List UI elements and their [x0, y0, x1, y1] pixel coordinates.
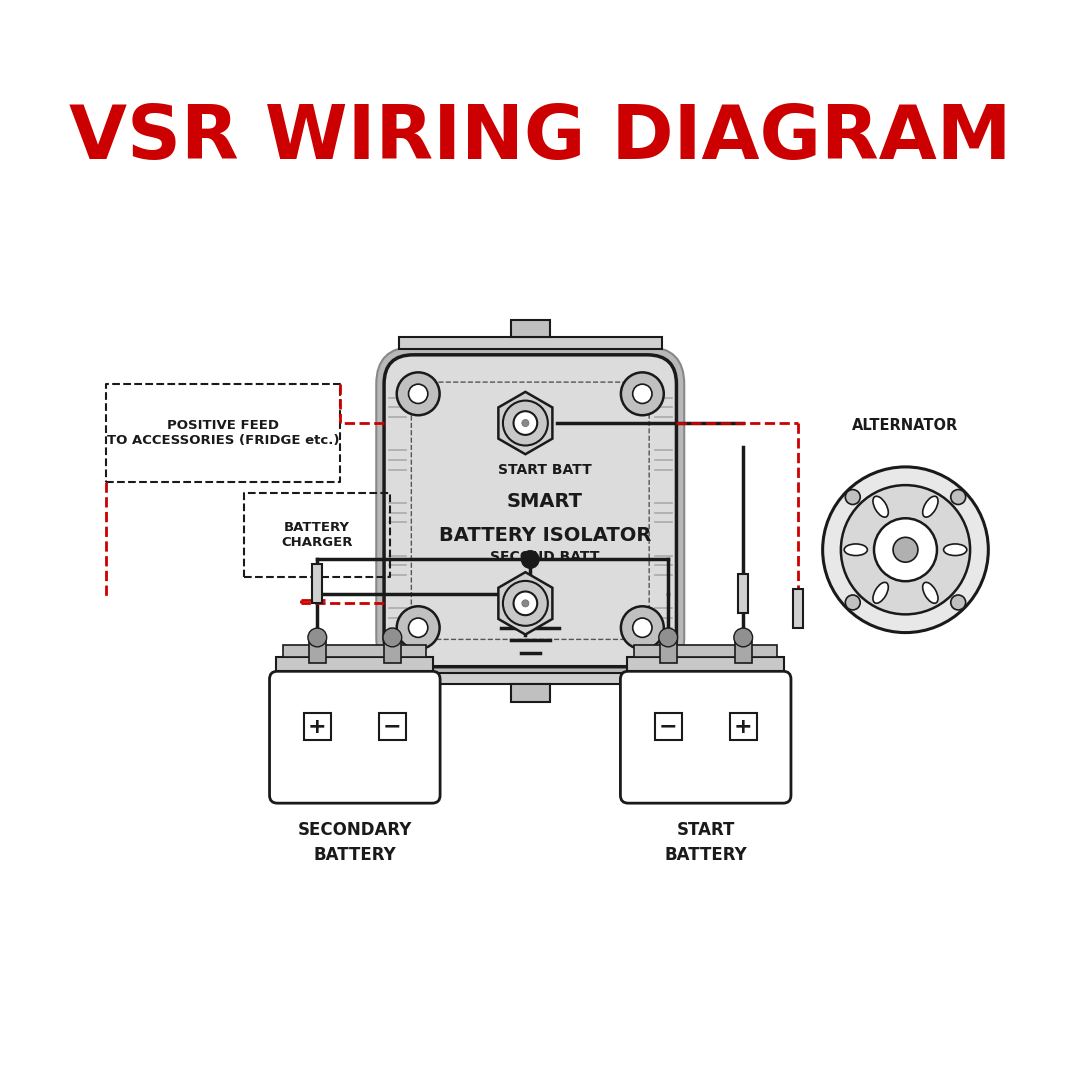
Circle shape: [522, 551, 539, 568]
Circle shape: [874, 518, 937, 581]
Bar: [739, 575, 748, 613]
Circle shape: [893, 538, 918, 563]
Circle shape: [408, 618, 428, 637]
Bar: [379, 713, 406, 740]
Text: BATTERY ISOLATOR: BATTERY ISOLATOR: [438, 526, 651, 544]
Bar: [734, 636, 752, 663]
Circle shape: [841, 485, 970, 615]
Circle shape: [733, 629, 753, 647]
Text: VSR WIRING DIAGRAM: VSR WIRING DIAGRAM: [69, 102, 1011, 175]
Circle shape: [633, 384, 652, 404]
Circle shape: [513, 411, 537, 435]
Bar: [654, 713, 681, 740]
Circle shape: [621, 373, 664, 415]
Circle shape: [383, 629, 402, 647]
Text: SECOND BATT: SECOND BATT: [490, 550, 599, 564]
Bar: [399, 337, 662, 349]
Circle shape: [846, 595, 860, 610]
Circle shape: [522, 419, 529, 427]
Circle shape: [621, 606, 664, 649]
Circle shape: [396, 373, 440, 415]
Bar: [511, 320, 550, 337]
Ellipse shape: [944, 544, 967, 555]
Bar: [283, 645, 427, 657]
Text: START
BATTERY: START BATTERY: [664, 821, 747, 864]
Circle shape: [503, 401, 548, 446]
FancyBboxPatch shape: [270, 672, 441, 804]
Ellipse shape: [922, 582, 939, 604]
Bar: [276, 657, 433, 672]
FancyBboxPatch shape: [384, 355, 676, 666]
Bar: [660, 636, 677, 663]
Bar: [511, 685, 550, 702]
Bar: [730, 713, 757, 740]
Bar: [399, 673, 662, 685]
Bar: [303, 713, 330, 740]
Circle shape: [823, 467, 988, 633]
Ellipse shape: [922, 496, 939, 517]
Bar: [634, 645, 778, 657]
Bar: [627, 657, 784, 672]
Circle shape: [513, 592, 537, 616]
Bar: [794, 589, 804, 627]
Ellipse shape: [845, 544, 867, 555]
Circle shape: [846, 489, 860, 504]
Ellipse shape: [873, 496, 889, 517]
Ellipse shape: [873, 582, 889, 604]
Text: −: −: [383, 717, 402, 737]
Text: +: +: [308, 717, 326, 737]
Text: +: +: [734, 717, 753, 737]
Circle shape: [950, 489, 966, 504]
Circle shape: [522, 599, 529, 607]
Text: POSITIVE FEED
TO ACCESSORIES (FRIDGE etc.): POSITIVE FEED TO ACCESSORIES (FRIDGE etc…: [107, 419, 339, 447]
Text: ALTERNATOR: ALTERNATOR: [852, 418, 959, 433]
Bar: [309, 636, 326, 663]
Bar: [383, 636, 401, 663]
Text: −: −: [659, 717, 677, 737]
Text: START BATT: START BATT: [498, 463, 592, 477]
Circle shape: [408, 384, 428, 404]
Circle shape: [308, 629, 326, 647]
Polygon shape: [498, 392, 552, 455]
Text: SMART: SMART: [507, 491, 583, 511]
Text: SECONDARY
BATTERY: SECONDARY BATTERY: [298, 821, 411, 864]
Circle shape: [950, 595, 966, 610]
FancyBboxPatch shape: [376, 347, 685, 675]
FancyBboxPatch shape: [620, 672, 791, 804]
Text: BATTERY
CHARGER: BATTERY CHARGER: [281, 522, 352, 549]
Circle shape: [659, 629, 677, 647]
Circle shape: [633, 618, 652, 637]
Circle shape: [503, 581, 548, 625]
Circle shape: [396, 606, 440, 649]
Polygon shape: [498, 572, 552, 635]
Bar: [312, 565, 322, 604]
